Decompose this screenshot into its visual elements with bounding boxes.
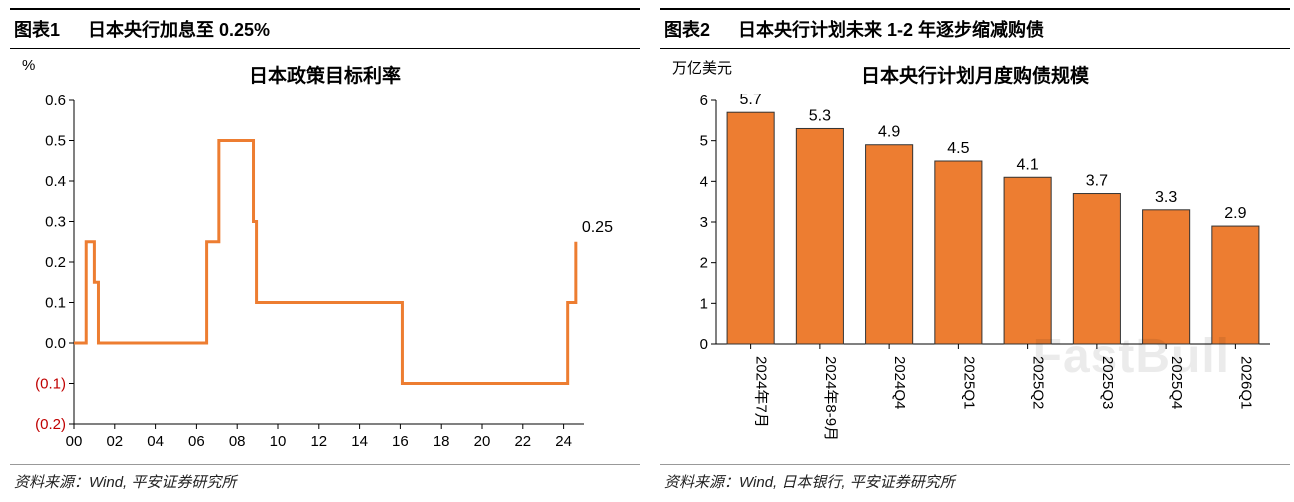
chart1-header: 图表1 日本央行加息至 0.25%: [10, 8, 640, 49]
svg-text:0.0: 0.0: [45, 335, 66, 352]
svg-text:3.7: 3.7: [1086, 173, 1108, 190]
svg-text:10: 10: [270, 433, 287, 450]
svg-text:2025Q2: 2025Q2: [1030, 356, 1047, 409]
svg-text:18: 18: [433, 433, 450, 450]
svg-text:5: 5: [700, 133, 708, 150]
svg-text:22: 22: [514, 433, 531, 450]
svg-text:4.5: 4.5: [947, 140, 969, 157]
chart2-header-title: 日本央行计划未来 1-2 年逐步缩减购债: [738, 16, 1044, 42]
svg-text:02: 02: [106, 433, 123, 450]
chart1-header-no: 图表1: [14, 16, 60, 42]
svg-text:00: 00: [66, 433, 83, 450]
svg-text:6: 6: [700, 94, 708, 109]
chart2-svg: 0 1 2 3 4 5 6 5.7 2024年7月 5.3 2024年8-9月 4.9 2024Q4 4.…: [670, 94, 1280, 454]
chart1-header-title: 日本央行加息至 0.25%: [88, 16, 270, 42]
svg-text:2025Q3: 2025Q3: [1099, 356, 1116, 409]
svg-text:08: 08: [229, 433, 246, 450]
svg-text:2024年7月: 2024年7月: [753, 356, 770, 428]
svg-text:0.2: 0.2: [45, 254, 66, 271]
chart2-body: 万亿美元 日本央行计划月度购债规模 0 1 2 3 4 5 6 5.7 2024年7月 5.3 20…: [660, 49, 1290, 464]
chart1-body: % 日本政策目标利率 (0.2) (0.1) 0.0 0.1 0.2 0.3 0.4 0.5 0…: [10, 49, 640, 464]
svg-text:1: 1: [700, 295, 708, 312]
svg-text:2024年8-9月: 2024年8-9月: [822, 356, 839, 441]
chart2-source: 资料来源：Wind, 日本银行, 平安证券研究所: [660, 464, 1290, 494]
chart1-svg: (0.2) (0.1) 0.0 0.1 0.2 0.3 0.4 0.5 0.6 00 02 04 06 0…: [20, 94, 630, 454]
svg-text:0.3: 0.3: [45, 214, 66, 231]
chart2-title: 日本央行计划月度购债规模: [670, 61, 1280, 88]
svg-text:04: 04: [147, 433, 164, 450]
chart1-source: 资料来源：Wind, 平安证券研究所: [10, 464, 640, 494]
chart2-y-unit: 万亿美元: [672, 57, 732, 78]
svg-text:4.1: 4.1: [1017, 156, 1039, 173]
svg-text:2025Q4: 2025Q4: [1168, 356, 1185, 409]
chart2-header-no: 图表2: [664, 16, 710, 42]
svg-text:0.4: 0.4: [45, 173, 66, 190]
svg-text:4: 4: [700, 173, 708, 190]
svg-text:0.1: 0.1: [45, 295, 66, 312]
svg-text:0.25: 0.25: [582, 219, 613, 236]
svg-text:4.9: 4.9: [878, 124, 900, 141]
chart2-header: 图表2 日本央行计划未来 1-2 年逐步缩减购债: [660, 8, 1290, 49]
svg-text:5.7: 5.7: [740, 94, 762, 108]
svg-text:14: 14: [351, 433, 368, 450]
svg-text:0.6: 0.6: [45, 94, 66, 109]
svg-text:2026Q1: 2026Q1: [1237, 356, 1254, 409]
svg-text:2.9: 2.9: [1224, 205, 1246, 222]
svg-text:3.3: 3.3: [1155, 189, 1177, 206]
svg-text:06: 06: [188, 433, 205, 450]
svg-text:2: 2: [700, 255, 708, 272]
svg-text:16: 16: [392, 433, 409, 450]
svg-text:2025Q1: 2025Q1: [960, 356, 977, 409]
svg-text:0.5: 0.5: [45, 133, 66, 150]
svg-text:2024Q4: 2024Q4: [891, 356, 908, 409]
chart2-panel: 图表2 日本央行计划未来 1-2 年逐步缩减购债 万亿美元 日本央行计划月度购债…: [660, 8, 1290, 494]
svg-text:3: 3: [700, 214, 708, 231]
chart1-title: 日本政策目标利率: [20, 61, 630, 88]
svg-text:20: 20: [474, 433, 491, 450]
svg-text:12: 12: [310, 433, 327, 450]
svg-text:(0.1): (0.1): [35, 376, 66, 393]
svg-text:24: 24: [555, 433, 572, 450]
chart1-y-unit: %: [22, 57, 35, 74]
svg-text:(0.2): (0.2): [35, 416, 66, 433]
svg-text:0: 0: [700, 336, 708, 353]
svg-text:5.3: 5.3: [809, 107, 831, 124]
chart1-panel: 图表1 日本央行加息至 0.25% % 日本政策目标利率 (0.2) (0.1) 0…: [10, 8, 640, 494]
